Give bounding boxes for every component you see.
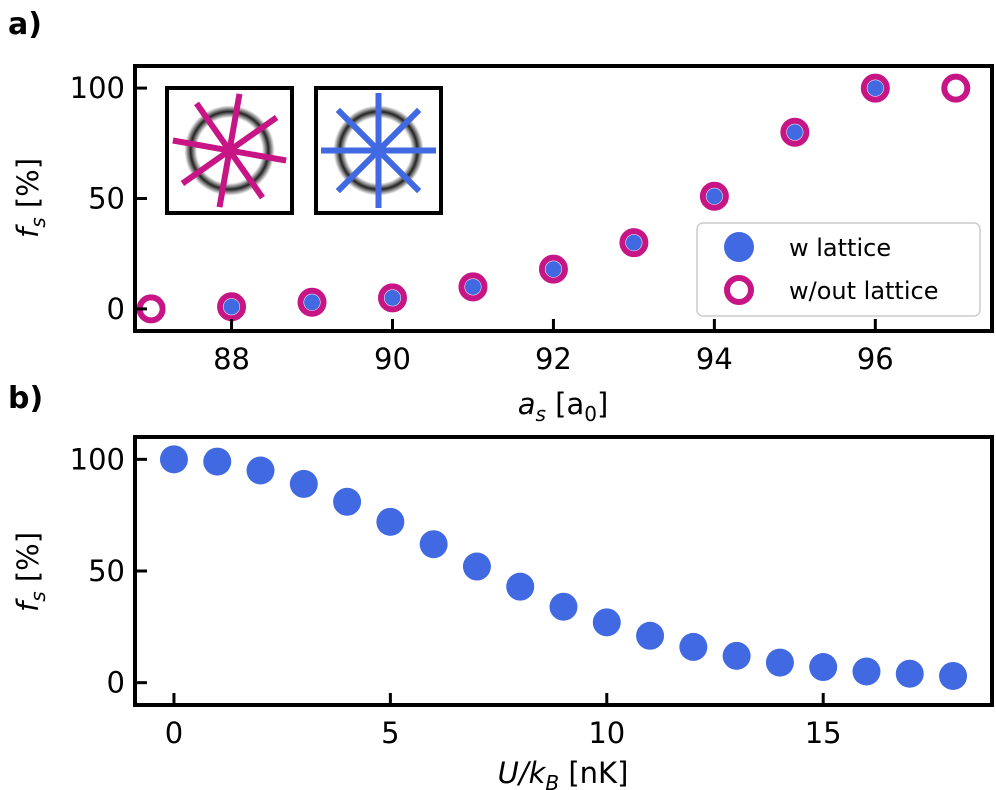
point-panel-b [895,659,924,688]
y-tick-label: 50 [88,182,125,216]
legend-marker-without-lattice [724,275,754,305]
point-with-lattice [304,294,321,311]
inset-lattice-pattern-blue [314,86,443,215]
panel-b-ylabel: fs [%] [11,532,50,612]
point-panel-b [203,447,232,476]
x-tick-label: 0 [165,716,183,750]
legend-label-with-lattice: w lattice [789,234,891,262]
inset-spoke [335,107,422,194]
y-tick-label: 100 [70,442,125,476]
point-panel-b [419,530,448,559]
point-panel-b [809,653,838,682]
inset-frame [314,86,443,215]
y-tick-label: 0 [107,666,125,700]
point-with-lattice [706,188,723,205]
point-with-lattice [464,278,481,295]
y-tick-label: 0 [107,292,125,326]
x-tick-label: 96 [857,342,894,376]
point-without-lattice [941,73,971,103]
point-panel-b [376,507,405,536]
x-tick-label: 5 [381,716,399,750]
point-panel-b [765,648,794,677]
point-with-lattice [384,289,401,306]
point-with-lattice [223,298,240,315]
panel-b-label: b) [8,381,43,416]
x-tick-label: 94 [696,342,733,376]
panel-b-xlabel: U/kB [nK] [498,756,629,790]
point-panel-b [246,456,275,485]
panel-a-points [136,73,971,324]
point-panel-b [679,632,708,661]
point-with-lattice [786,124,803,141]
point-panel-b [333,487,362,516]
panel-a-ticks: 88 90 92 94 96 0 50 100 [70,71,894,376]
panel-a-ylabel: fs [%] [11,158,50,238]
x-tick-label: 15 [805,716,842,750]
panel-b: b) 0 5 10 15 0 50 100 U/kB [nK] fs [%] [8,381,994,790]
x-tick-label: 10 [588,716,625,750]
point-panel-b [722,641,751,670]
point-panel-b [462,552,491,581]
inset-spoke [180,115,279,186]
point-with-lattice [867,80,884,97]
inset-lattice-pattern-magenta [165,86,294,215]
x-tick-label: 88 [213,342,250,376]
legend-box [696,222,981,317]
panel-a: a) w lattice w/out lattice 88 90 92 94 96 0 50 1… [8,7,994,426]
panel-a-xlabel: as [a0] [518,387,609,426]
point-panel-b [939,661,968,690]
inset-frame [165,86,294,215]
point-panel-b [159,445,188,474]
legend-marker-with-lattice [724,232,754,262]
panel-b-frame [133,435,994,707]
panel-a-frame [133,64,994,333]
point-with-lattice [545,261,562,278]
point-panel-b [852,657,881,686]
y-tick-label: 50 [88,554,125,588]
panel-a-legend: w lattice w/out lattice [696,222,981,317]
point-panel-b [636,621,665,650]
point-with-lattice [625,234,642,251]
x-tick-label: 92 [535,342,572,376]
y-tick-label: 100 [70,71,125,105]
panel-b-points [159,445,968,690]
point-panel-b [592,608,621,637]
point-panel-b [289,469,318,498]
panel-a-insets [165,86,443,215]
x-tick-label: 90 [374,342,411,376]
panel-a-label: a) [8,7,42,42]
point-panel-b [506,572,535,601]
point-panel-b [549,592,578,621]
legend-label-without-lattice: w/out lattice [789,277,938,305]
